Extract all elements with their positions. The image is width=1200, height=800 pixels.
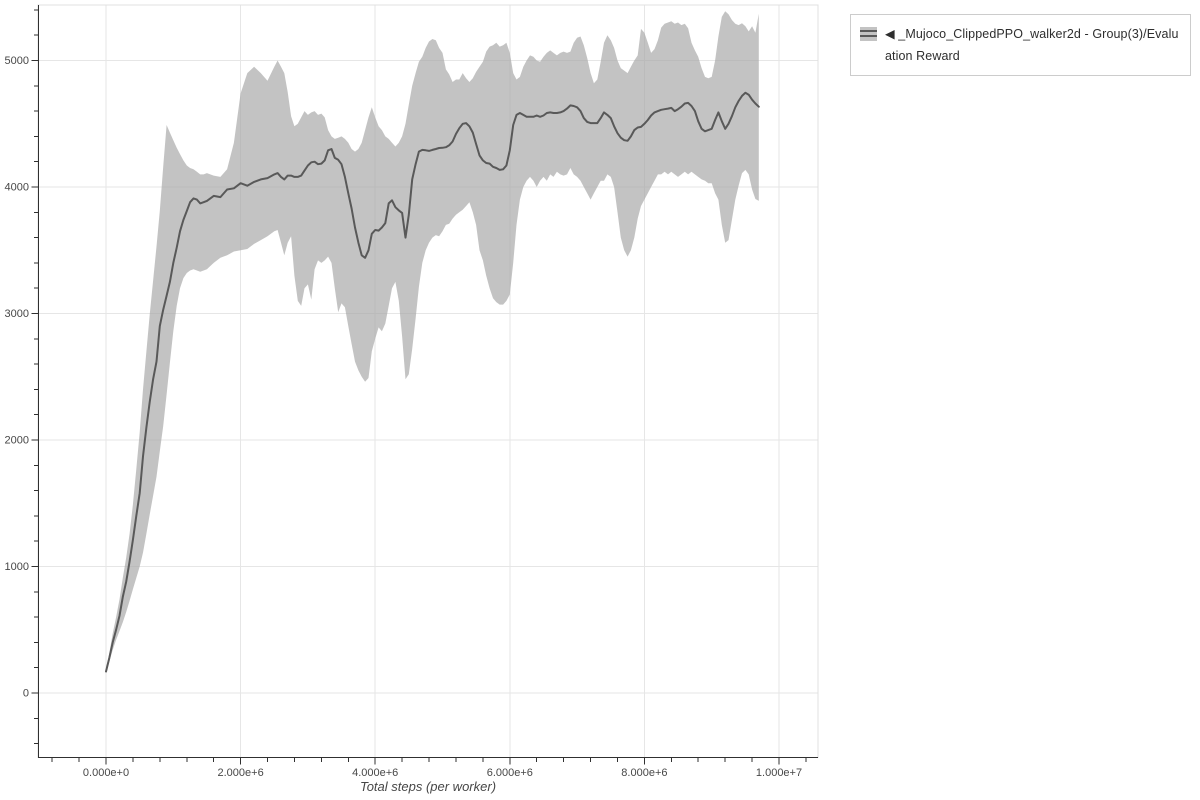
x-tick-label: 2.000e+6: [218, 767, 264, 779]
legend-label: ◀ _Mujoco_ClippedPPO_walker2d - Group(3)…: [885, 27, 1179, 63]
y-tick-label: 1000: [5, 561, 29, 573]
x-tick-label: 1.000e+7: [756, 767, 802, 779]
x-tick-label: 0.000e+0: [83, 767, 129, 779]
y-tick-label: 4000: [5, 182, 29, 194]
x-tick-label: 6.000e+6: [487, 767, 533, 779]
axes: [38, 5, 818, 758]
mean-reward-line: [105, 91, 760, 673]
x-axis-title: Total steps (per worker): [360, 779, 496, 794]
legend-swatch-line-icon: [860, 35, 877, 37]
tick-labels: 0.000e+0 2.000e+6 4.000e+6 6.000e+6 8.000e+6…: [5, 55, 803, 779]
y-tick-label: 5000: [5, 55, 29, 67]
legend[interactable]: ◀ _Mujoco_ClippedPPO_walker2d - Group(3)…: [850, 14, 1191, 76]
legend-swatch-icon: [860, 27, 877, 41]
x-tick-label: 4.000e+6: [352, 767, 398, 779]
y-tick-label: 3000: [5, 308, 29, 320]
axis-ticks: [31, 9, 807, 765]
x-tick-label: 8.000e+6: [621, 767, 667, 779]
legend-swatch-line-icon: [860, 30, 877, 32]
y-tick-label: 0: [23, 688, 29, 700]
y-tick-label: 2000: [5, 435, 29, 447]
